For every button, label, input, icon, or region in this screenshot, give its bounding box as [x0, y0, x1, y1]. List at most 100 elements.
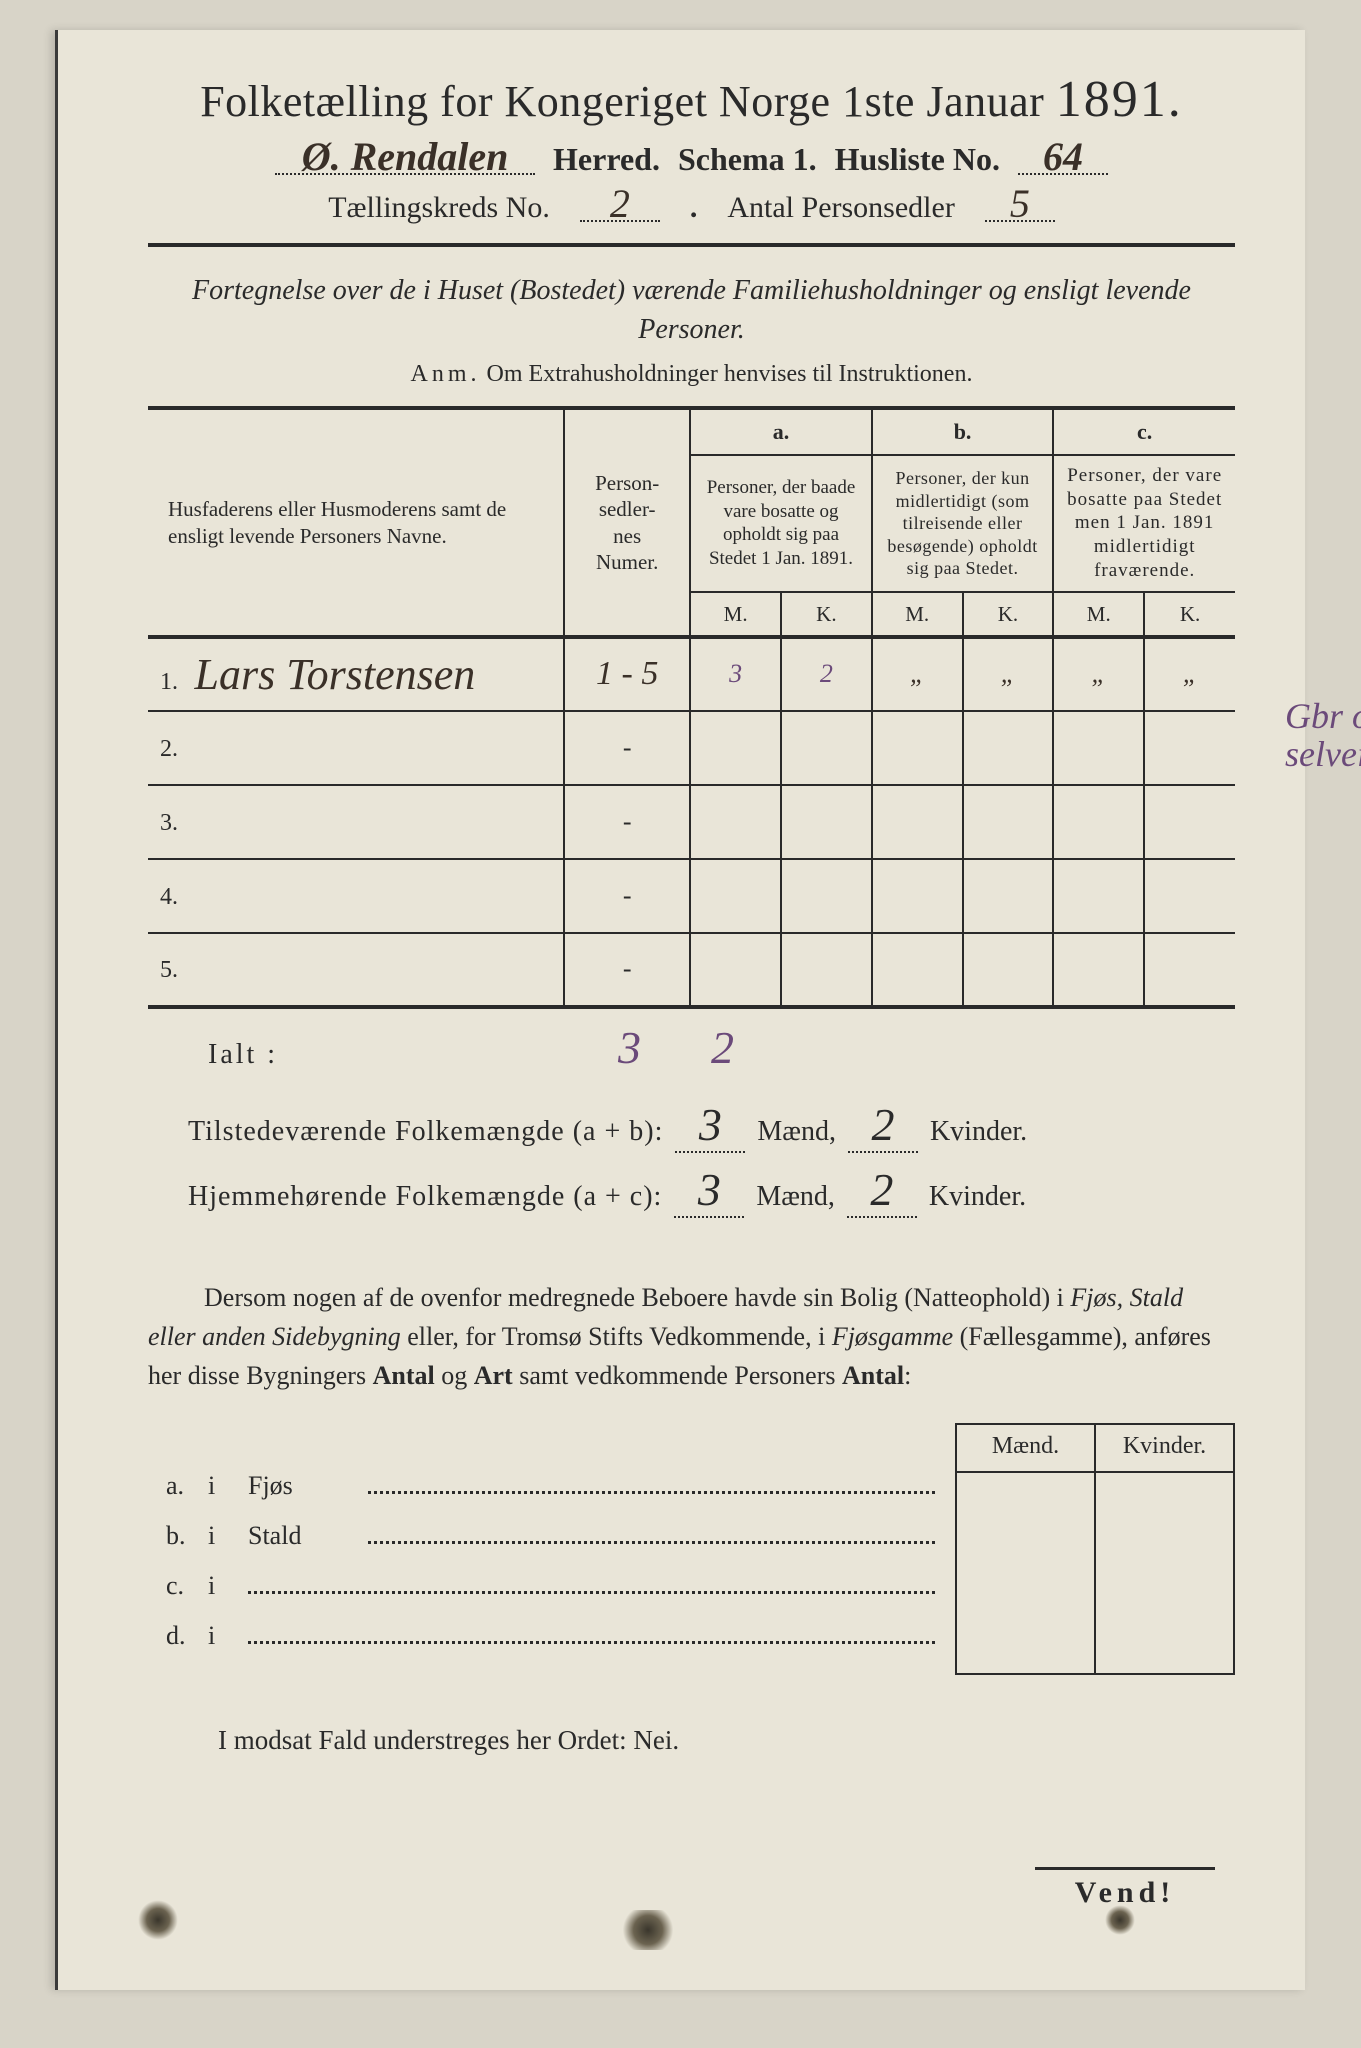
home-m: 3 [674, 1163, 744, 1218]
building-i: i [208, 1521, 228, 1551]
col-b-m: M. [872, 592, 963, 637]
present-line: Tilstedeværende Folkemængde (a + b): 3 M… [148, 1098, 1235, 1153]
ialt-m: 3 [618, 1021, 641, 1074]
herred-handwritten: Ø. Rendalen [275, 141, 535, 175]
table-body: 1. Lars Torstensen 1 - 5 3 2 „ „ „ „ 2. … [148, 637, 1235, 1007]
mk-kvinder-body [1096, 1473, 1233, 1673]
herred-label: Herred. [553, 141, 660, 178]
building-name: Fjøs [248, 1471, 348, 1501]
ialt-label: Ialt : [148, 1039, 538, 1071]
kreds-no: 2 [580, 188, 660, 222]
dotted-line [248, 1628, 935, 1644]
dotted-line [368, 1528, 935, 1544]
row-num: 3. [160, 810, 188, 837]
table-row: 1. Lars Torstensen 1 - 5 3 2 „ „ „ „ [148, 637, 1235, 711]
husliste-no: 64 [1018, 141, 1108, 175]
row-name: Lars Torstensen [195, 650, 476, 699]
building-key: a. [148, 1471, 188, 1501]
building-key: d. [148, 1621, 188, 1651]
building-row: d. i [148, 1621, 955, 1671]
col-c-head: c. [1053, 408, 1235, 455]
cell: 3 [690, 637, 781, 711]
title-year: 1891. [1056, 71, 1183, 128]
col-a-desc: Personer, der baade vare bosatte og opho… [690, 455, 872, 592]
building-name: Stald [248, 1521, 348, 1551]
mk-kvinder: Kvinder. [1096, 1425, 1233, 1471]
row-num: 4. [160, 884, 188, 911]
divider [148, 243, 1235, 247]
kvinder-label: Kvinder. [929, 1181, 1026, 1213]
row-num: 2. [160, 736, 188, 763]
col-c-desc: Personer, der vare bosatte paa Stedet me… [1053, 455, 1235, 592]
paper-tear-icon [618, 1910, 678, 1950]
header-line-3: Tællingskreds No. 2 . Antal Personsedler… [148, 188, 1235, 225]
subtitle: Fortegnelse over de i Huset (Bostedet) v… [148, 271, 1235, 349]
anm-line: Anm. Om Extrahusholdninger henvises til … [148, 361, 1235, 388]
col-num: Person- sedler- nes Numer. [564, 408, 690, 637]
kvinder-label: Kvinder. [930, 1116, 1027, 1148]
census-form-page: Folketælling for Kongeriget Norge 1ste J… [55, 30, 1305, 1990]
anm-text: Om Extrahusholdninger henvises til Instr… [487, 361, 973, 387]
building-row: b. i Stald [148, 1521, 955, 1571]
table-row: 2. - [148, 711, 1235, 785]
building-row: c. i [148, 1571, 955, 1621]
margin-note: Gbr og selveier [1285, 698, 1361, 774]
husliste-label: Husliste No. [835, 141, 1000, 178]
ialt-row: Ialt : 3 2 [148, 1021, 1235, 1074]
present-label: Tilstedeværende Folkemængde (a + b): [188, 1116, 663, 1148]
present-k: 2 [848, 1098, 918, 1153]
cell: - [564, 933, 690, 1007]
buildings-mk-table: Mænd. Kvinder. [955, 1423, 1235, 1675]
dotted-line [248, 1578, 935, 1594]
maend-label: Mænd, [756, 1181, 835, 1213]
kreds-label: Tællingskreds No. [328, 191, 550, 225]
mk-maend: Mænd. [957, 1425, 1096, 1471]
building-key: c. [148, 1571, 188, 1601]
ialt-k: 2 [711, 1021, 734, 1074]
table-row: 3. - [148, 785, 1235, 859]
cell: „ [1144, 637, 1235, 711]
home-label: Hjemmehørende Folkemængde (a + c): [188, 1181, 662, 1213]
table-row: 4. - [148, 859, 1235, 933]
page-title: Folketælling for Kongeriget Norge 1ste J… [148, 70, 1235, 129]
cell: „ [872, 637, 963, 711]
schema-label: Schema 1. [678, 141, 817, 178]
col-c-k: K. [1144, 592, 1235, 637]
row-num: 5. [160, 957, 188, 984]
cell: - [564, 785, 690, 859]
buildings-list: a. i Fjøs b. i Stald c. i d. i [148, 1423, 955, 1675]
cell: - [564, 711, 690, 785]
col-a-head: a. [690, 408, 872, 455]
col-a-m: M. [690, 592, 781, 637]
row-num: 1. [160, 669, 188, 696]
nei-line: I modsat Fald understreges her Ordet: Ne… [218, 1725, 1235, 1756]
paragraph: Dersom nogen af de ovenfor medregnede Be… [148, 1278, 1235, 1395]
paper-tear-icon [1105, 1905, 1135, 1935]
col-names: Husfaderens eller Husmoderens samt de en… [148, 408, 564, 637]
row-num-range: 1 - 5 [564, 637, 690, 711]
home-k: 2 [847, 1163, 917, 1218]
title-text: Folketælling for Kongeriget Norge 1ste J… [200, 77, 1044, 126]
col-a-k: K. [781, 592, 872, 637]
paper-tear-icon [138, 1900, 178, 1940]
table-row: 5. - [148, 933, 1235, 1007]
building-row: a. i Fjøs [148, 1471, 955, 1521]
col-b-desc: Personer, der kun midlertidigt (som tilr… [872, 455, 1054, 592]
cell: „ [963, 637, 1054, 711]
col-names-text: Husfaderens eller Husmoderens samt de en… [168, 497, 506, 547]
col-b-k: K. [963, 592, 1054, 637]
col-c-m: M. [1053, 592, 1144, 637]
building-i: i [208, 1621, 228, 1651]
antal-label: Antal Personsedler [727, 191, 954, 225]
present-m: 3 [675, 1098, 745, 1153]
header-line-2: Ø. Rendalen Herred. Schema 1. Husliste N… [148, 141, 1235, 178]
main-table: Husfaderens eller Husmoderens samt de en… [148, 406, 1235, 1009]
home-line: Hjemmehørende Folkemængde (a + c): 3 Mæn… [148, 1163, 1235, 1218]
mk-maend-body [957, 1473, 1096, 1673]
buildings-block: a. i Fjøs b. i Stald c. i d. i [148, 1423, 1235, 1675]
col-b-head: b. [872, 408, 1054, 455]
building-key: b. [148, 1521, 188, 1551]
building-i: i [208, 1571, 228, 1601]
maend-label: Mænd, [757, 1116, 836, 1148]
vend-label: Vend! [1035, 1867, 1215, 1910]
